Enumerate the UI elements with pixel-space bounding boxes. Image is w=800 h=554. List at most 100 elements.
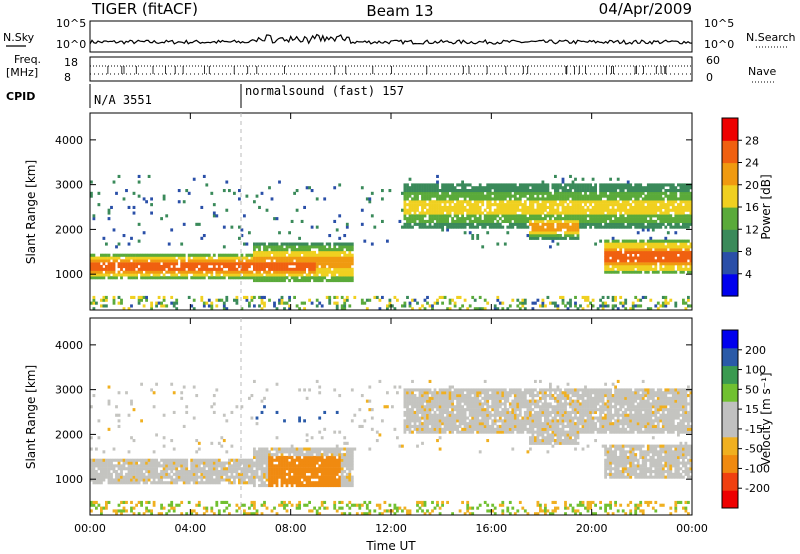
heat-cell [313,256,316,260]
heat-cell [253,484,256,488]
heat-cell [273,253,276,257]
heat-cell [466,217,470,221]
heat-cell [315,379,319,383]
heat-cell [634,183,638,187]
heat-cell [677,267,680,271]
heat-cell [654,222,658,226]
heat-cell [192,478,196,482]
heat-cell [122,464,126,468]
heat-cell [641,259,645,263]
heat-cell [599,183,602,187]
heat-cell [233,464,236,468]
heat-cell [248,253,251,257]
heat-cell [132,259,136,263]
heat-cell [330,259,334,263]
heat-cell [556,307,560,311]
heat-cell [569,217,572,221]
heat-cell [458,295,462,299]
heat-cell [636,211,640,215]
heat-cell [523,298,527,302]
heat-cell [689,194,693,198]
heat-cell [634,253,638,257]
heat-cell [273,453,276,457]
heat-cell [649,236,653,240]
heat-cell [308,265,311,269]
heat-cell [345,245,349,249]
heat-cell [651,200,655,204]
heat-cell [551,197,555,201]
heat-cell [636,262,640,266]
heat-cell [569,298,572,302]
heat-cell [639,183,643,187]
heat-cell [233,467,236,471]
heat-cell [659,256,663,260]
heat-cell [150,197,153,201]
heat-cell [689,267,693,271]
heat-cell [155,301,158,305]
heat-cell [679,248,683,252]
heat-cell [95,470,98,474]
heat-cell [687,191,690,195]
heat-cell [641,214,645,218]
heat-cell [205,253,209,257]
heat-cell [551,236,555,240]
heat-cell [654,186,658,190]
heat-cell [170,475,174,479]
heat-cell [263,455,266,459]
heat-cell [581,225,585,229]
heat-cell [338,450,342,454]
heat-cell [408,186,412,190]
heat-cell [95,506,98,510]
heat-cell [132,506,136,510]
heat-cell [358,424,362,428]
heat-cell [333,259,337,263]
heat-cell [544,304,547,308]
heat-cell [185,262,189,266]
heat-cell [687,250,690,254]
heat-cell [616,245,620,249]
heat-cell [140,382,143,386]
date-title: 04/Apr/2009 [599,0,692,18]
heat-cell [498,186,502,190]
heat-cell [451,183,454,187]
heat-cell [330,273,334,277]
heat-cell [564,225,567,229]
heat-cell [586,205,590,209]
heat-cell [687,203,690,207]
heat-cell [97,503,101,507]
heat-cell [566,234,570,238]
heat-cell [313,259,316,263]
heat-cell [205,472,209,476]
heat-cell [616,194,620,198]
heat-cell [564,186,567,190]
heat-cell [513,222,517,226]
heat-cell [679,194,683,198]
heat-cell [228,256,231,260]
heat-cell [348,458,352,462]
heat-cell [278,231,281,235]
heat-cell [335,464,339,468]
heat-cell [255,461,259,465]
heat-cell [639,267,643,271]
heat-cell [132,472,136,476]
heat-cell [463,208,467,212]
heat-cell [155,382,158,386]
heat-cell [177,475,181,479]
colorbar-segment [722,162,738,186]
heat-cell [521,211,525,215]
heat-cell [498,225,502,229]
heat-cell [127,472,131,476]
heat-cell [335,461,339,465]
heat-cell [629,222,633,226]
heat-cell [245,298,249,302]
heat-cell [646,186,650,190]
heat-cell [631,189,635,193]
heat-cell [408,189,412,193]
heat-cell [268,250,271,254]
heat-cell [192,276,196,280]
heat-cell [195,273,199,277]
heat-cell [225,265,229,269]
heat-cell [418,217,422,221]
heat-cell [448,222,452,226]
heat-cell [406,189,409,193]
